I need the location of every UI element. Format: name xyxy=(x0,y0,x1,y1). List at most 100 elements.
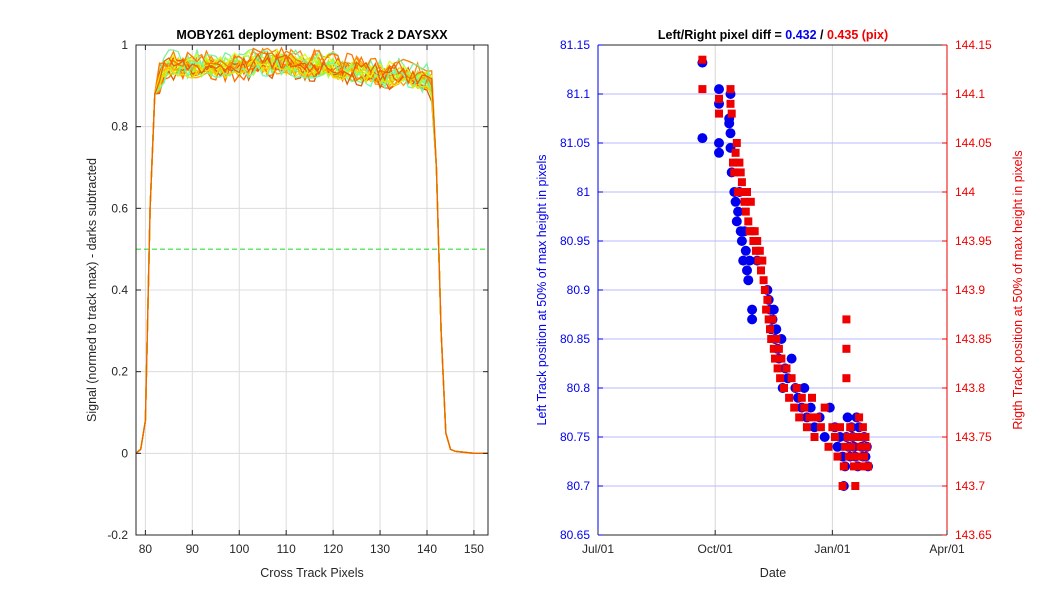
right-track-point xyxy=(755,246,764,255)
profile-line xyxy=(135,56,488,454)
left-y-tick-label: 80.95 xyxy=(560,234,590,248)
left-track-point xyxy=(742,265,752,276)
right-track-point xyxy=(810,433,819,441)
right-track-point xyxy=(731,148,740,157)
right-track-point xyxy=(861,433,870,441)
x-tick-label: 140 xyxy=(417,542,437,556)
left-track-point xyxy=(733,206,744,217)
right-track-point xyxy=(771,354,779,363)
right-y-tick-label: 143.75 xyxy=(955,430,992,444)
right-track-point xyxy=(774,344,783,353)
right-track-point xyxy=(792,384,801,392)
right-track-point xyxy=(785,393,794,402)
right-track-point xyxy=(715,94,723,103)
right-track-point xyxy=(858,423,867,432)
left-track-point xyxy=(819,432,830,442)
left-y-tick-label: 80.9 xyxy=(567,283,591,297)
date-tick-label: Jul/01 xyxy=(582,542,614,556)
right-track-point xyxy=(759,276,768,285)
right-track-point xyxy=(790,403,799,412)
right-track-point xyxy=(838,482,847,490)
left-track-point xyxy=(730,196,741,207)
right-track-point xyxy=(855,413,864,422)
right-track-point xyxy=(773,364,782,373)
right-track-point xyxy=(813,413,822,422)
right-track-point xyxy=(802,423,811,432)
right-track-point xyxy=(740,197,749,206)
right-plot-xlabel: Date xyxy=(760,566,786,580)
left-plot-ylabel: Signal (normed to track max) - darks sub… xyxy=(85,158,99,422)
y-tick-label: -0.2 xyxy=(107,528,128,542)
date-tick-label: Apr/01 xyxy=(929,542,965,556)
right-y-tick-label: 144 xyxy=(955,185,975,199)
right-track-point xyxy=(715,109,723,118)
right-track-point xyxy=(820,403,829,412)
right-y-tick-label: 143.65 xyxy=(955,528,992,542)
left-track-point xyxy=(731,216,742,227)
right-track-point xyxy=(744,217,753,226)
left-y-tick-label: 81.1 xyxy=(567,87,591,101)
right-track-point xyxy=(780,384,788,392)
right-track-point xyxy=(800,403,809,412)
left-plot-ticks: 80 90 100 110 120 130 140 150 -0.2 0 0.2 0.4 0.6 0.8 1 xyxy=(107,38,488,556)
left-track-point xyxy=(743,275,754,286)
left-track-point xyxy=(747,304,758,315)
y-tick-label: 1 xyxy=(121,38,128,52)
right-y-tick-label: 143.95 xyxy=(955,234,992,248)
right-track-point xyxy=(864,462,872,471)
right-track-series xyxy=(698,55,872,490)
y-tick-label: 0.6 xyxy=(111,201,128,215)
right-track-point xyxy=(732,139,741,147)
title-prefix: Left/Right pixel diff = xyxy=(658,28,785,42)
left-y-tick-label: 80.8 xyxy=(567,381,591,395)
right-track-point xyxy=(746,197,755,206)
right-track-point xyxy=(833,452,842,461)
right-track-point xyxy=(836,423,844,432)
date-tick-label: Oct/01 xyxy=(698,542,734,556)
right-y-tick-label: 143.9 xyxy=(955,283,985,297)
y-tick-label: 0.8 xyxy=(111,120,128,134)
left-plot: 80 90 100 110 120 130 140 150 -0.2 0 0.2 0.4 0.6 0.8 1… xyxy=(85,28,489,580)
left-track-point xyxy=(744,255,755,266)
profile-line xyxy=(135,58,488,454)
profile-line xyxy=(135,46,488,454)
right-y-tick-label: 144.15 xyxy=(955,38,992,52)
right-track-point xyxy=(842,344,851,353)
right-track-point xyxy=(735,158,744,167)
right-track-point xyxy=(767,335,776,343)
right-track-point xyxy=(843,433,852,441)
left-track-point xyxy=(768,304,779,315)
right-track-point xyxy=(757,266,765,275)
profile-line xyxy=(135,51,488,454)
right-track-point xyxy=(850,462,858,471)
right-plot-left-ylabel: Left Track position at 50% of max height… xyxy=(535,155,549,426)
right-track-point xyxy=(848,433,857,441)
left-track-point xyxy=(799,383,810,393)
left-y-tick-label: 80.85 xyxy=(560,332,590,346)
right-track-point xyxy=(772,335,781,343)
x-tick-label: 100 xyxy=(229,542,249,556)
right-track-point xyxy=(862,442,871,451)
y-tick-label: 0 xyxy=(121,446,128,460)
right-track-point xyxy=(698,55,707,64)
right-track-point xyxy=(839,462,848,471)
right-track-point xyxy=(776,374,785,383)
right-track-point xyxy=(768,315,777,324)
right-track-point xyxy=(846,423,855,432)
left-track-point xyxy=(725,128,736,139)
left-plot-xlabel: Cross Track Pixels xyxy=(260,566,364,580)
left-track-point xyxy=(714,147,724,158)
right-y-tick-label: 144.1 xyxy=(955,87,985,101)
right-track-point xyxy=(743,188,751,196)
right-track-point xyxy=(830,433,839,441)
y-tick-label: 0.2 xyxy=(111,365,128,379)
x-tick-label: 130 xyxy=(370,542,390,556)
right-track-point xyxy=(841,442,850,451)
right-track-point xyxy=(782,364,791,373)
right-track-point xyxy=(853,433,862,441)
right-y-tick-label: 143.7 xyxy=(955,479,985,493)
date-tick-label: Jan/01 xyxy=(814,542,850,556)
right-track-point xyxy=(734,188,743,196)
